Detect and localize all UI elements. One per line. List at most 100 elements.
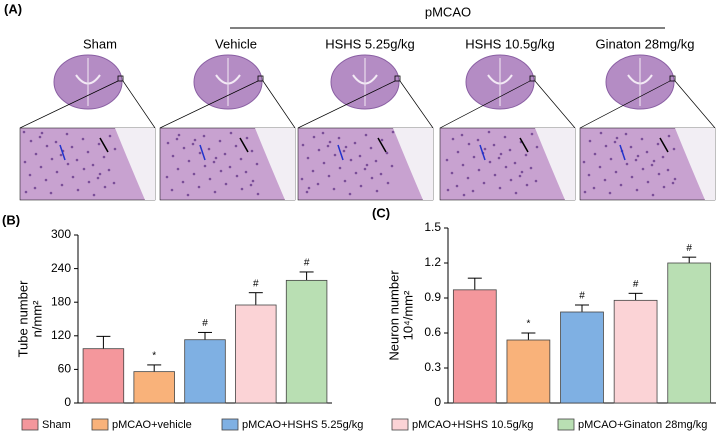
y-axis-unit: 10⁴/mm² xyxy=(400,290,415,340)
cell xyxy=(520,170,524,174)
y-tick-label: 0.6 xyxy=(424,325,441,339)
cell xyxy=(192,172,196,176)
cell xyxy=(380,138,384,142)
cell xyxy=(207,147,211,151)
cell xyxy=(98,172,102,176)
cell xyxy=(499,152,503,156)
cell xyxy=(245,136,249,140)
cell xyxy=(599,131,603,135)
cell xyxy=(353,141,357,145)
cell xyxy=(29,139,33,143)
cell xyxy=(619,183,623,187)
cell xyxy=(103,185,107,189)
cell xyxy=(327,174,331,178)
cell xyxy=(332,187,336,191)
arrow-blue xyxy=(59,144,66,161)
cell xyxy=(337,136,341,140)
y-tick-label: 60 xyxy=(58,362,72,376)
group-label: Sham xyxy=(83,36,117,51)
cell xyxy=(471,189,475,193)
cell xyxy=(624,132,628,136)
charts: (B) Tube number n/mm² 0 60 120 180 240 300 * # # # (C… xyxy=(2,205,716,431)
cell xyxy=(108,134,112,138)
cell xyxy=(634,158,638,162)
tissue-edge xyxy=(535,128,575,200)
cell xyxy=(525,183,529,187)
cell xyxy=(76,188,80,192)
cell xyxy=(97,142,101,146)
y-tick-label: 300 xyxy=(51,227,71,241)
bar xyxy=(667,262,712,404)
cell xyxy=(672,147,676,151)
cell xyxy=(614,170,618,174)
cell xyxy=(583,190,587,194)
cell xyxy=(250,149,254,153)
significance-mark: * xyxy=(152,351,156,362)
significance-mark: * xyxy=(526,319,530,330)
cell xyxy=(535,145,539,149)
arrow-black xyxy=(377,137,387,153)
significance-mark: # xyxy=(253,278,259,289)
zoom-line xyxy=(579,80,671,129)
significance-mark: # xyxy=(202,318,208,329)
cell xyxy=(193,138,197,142)
cell xyxy=(455,184,459,188)
cell xyxy=(390,164,394,168)
arrow-blue xyxy=(619,144,626,161)
cell xyxy=(86,150,90,154)
histology-images xyxy=(19,54,716,201)
cell xyxy=(214,156,218,160)
cell xyxy=(450,171,454,175)
cell xyxy=(171,154,175,158)
cell xyxy=(358,154,362,158)
cell xyxy=(385,151,389,155)
cell xyxy=(445,158,449,162)
zoom-marker xyxy=(394,75,401,82)
cell xyxy=(508,148,512,152)
cell xyxy=(54,140,58,144)
cell xyxy=(224,182,228,186)
cell xyxy=(582,160,586,164)
cell xyxy=(613,140,617,144)
legend-label: Sham xyxy=(42,419,71,431)
cell xyxy=(603,178,607,182)
cell xyxy=(667,134,671,138)
cell xyxy=(657,172,661,176)
y-axis-label: Neuron number xyxy=(386,270,401,361)
bar xyxy=(82,348,125,404)
cell xyxy=(24,190,28,194)
cell xyxy=(661,155,665,159)
tissue-edge xyxy=(255,128,295,200)
cell xyxy=(488,160,492,164)
zoom-line xyxy=(534,80,576,129)
cell xyxy=(186,193,190,197)
cell xyxy=(213,190,217,194)
cell xyxy=(529,166,533,170)
cell xyxy=(364,133,368,137)
cell xyxy=(365,163,369,167)
cell xyxy=(322,161,326,165)
cell xyxy=(466,176,470,180)
cell xyxy=(461,163,465,167)
significance-mark: # xyxy=(579,291,585,302)
cell xyxy=(514,191,518,195)
cell xyxy=(641,167,645,171)
cell xyxy=(598,165,602,169)
cell xyxy=(328,140,332,144)
cell xyxy=(651,193,655,197)
cell xyxy=(312,135,316,139)
legend-label: pMCAO+vehicle xyxy=(112,419,192,431)
cell xyxy=(673,177,677,181)
cell xyxy=(482,181,486,185)
arrow-blue xyxy=(337,144,344,161)
zoom-line xyxy=(674,80,716,129)
cell xyxy=(191,142,195,146)
cell xyxy=(107,168,111,172)
cell xyxy=(629,145,633,149)
cell xyxy=(219,169,223,173)
cell xyxy=(55,170,59,174)
cell xyxy=(71,175,75,179)
cell xyxy=(333,153,337,157)
arrow-blue xyxy=(199,144,206,161)
cell xyxy=(354,171,358,175)
